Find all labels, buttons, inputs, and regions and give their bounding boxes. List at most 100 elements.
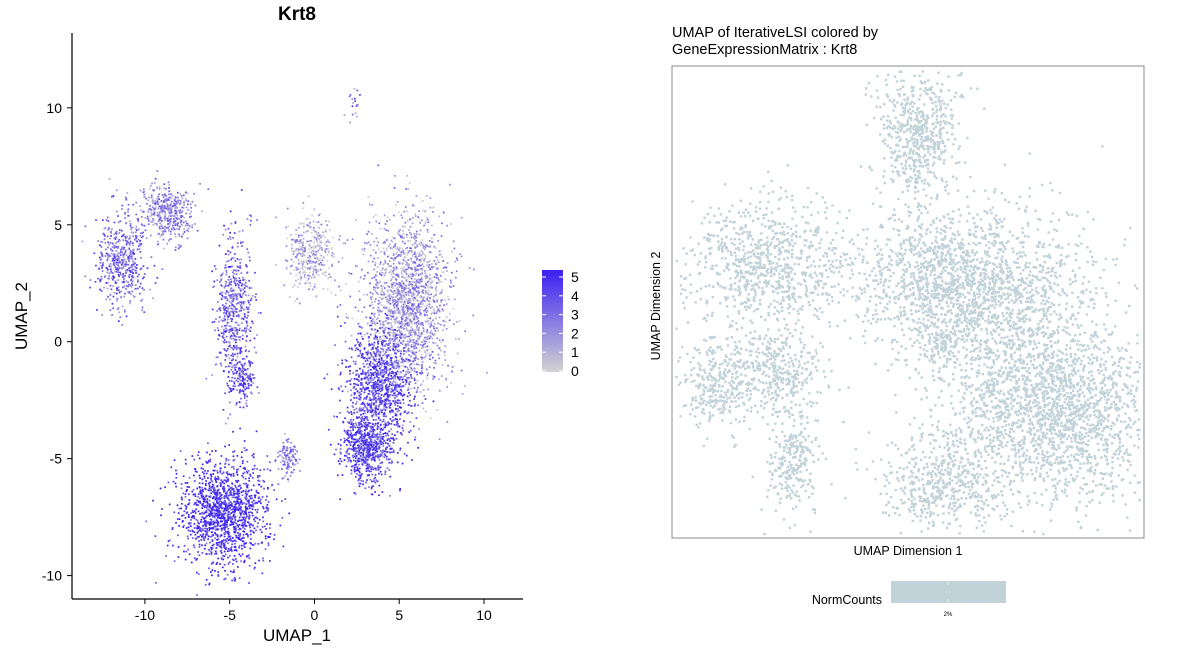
left-point [125,198,128,201]
left-point [384,260,387,262]
left-point [217,573,220,576]
left-point [379,227,382,230]
left-point [426,338,429,340]
left-point [398,234,401,236]
left-point [185,512,188,514]
left-point [115,236,117,239]
left-point [132,203,135,206]
left-point [211,485,214,488]
left-point [248,582,250,584]
left-point [234,578,237,581]
left-point [436,276,438,279]
left-point [233,339,236,341]
left-point [432,325,435,328]
left-point [392,259,395,262]
left-point [296,247,299,250]
left-point [223,285,226,288]
left-point [216,502,219,505]
left-point [227,227,230,230]
left-point [402,303,405,306]
left-point [239,279,242,282]
left-point [226,471,229,473]
left-point [114,257,117,259]
left-point [412,290,415,292]
left-point [135,231,137,234]
left-point [141,224,144,227]
left-point [178,246,181,248]
left-point [231,550,233,552]
left-point [324,230,327,233]
left-point [256,468,258,470]
left-point [223,523,226,526]
left-point [415,351,417,354]
left-point [411,303,413,305]
left-point [414,436,417,438]
left-point [429,206,432,209]
left-point [219,545,222,548]
left-point [303,266,306,269]
left-point [436,344,439,347]
left-point [314,265,317,268]
left-point [312,235,315,238]
left-point [209,536,212,538]
left-point [377,311,380,314]
left-point [249,530,252,533]
left-point [418,233,421,236]
left-point [204,536,207,539]
left-point [327,239,329,241]
left-point [426,218,429,221]
left-point [194,223,196,225]
left-point [407,360,409,363]
left-point [220,541,223,544]
left-point [233,347,236,349]
left-point [110,288,113,291]
left-point [432,319,434,322]
left-point [319,244,321,247]
left-point [298,302,301,305]
left-point [434,329,437,332]
left-point [394,296,397,298]
left-point [223,339,226,341]
left-point [239,465,242,468]
left-point [425,352,428,355]
left-point [396,307,399,309]
left-point [376,244,379,247]
left-point [436,274,439,277]
left-point [201,210,203,213]
left-point [364,274,366,277]
left-point [141,277,144,280]
left-point [302,247,305,249]
left-point [363,277,365,280]
left-point [315,232,318,235]
left-point [151,182,153,185]
left-point [226,496,229,499]
left-point [394,399,396,401]
left-point [388,339,390,342]
left-point [227,507,230,510]
left-point [213,487,216,489]
left-point [420,275,423,278]
left-point [304,254,306,257]
left-point [377,241,379,244]
left-point [225,459,227,462]
left-point [394,355,397,358]
left-point [239,262,242,264]
left-point [228,380,231,382]
left-point [285,226,287,229]
left-point [388,321,390,324]
left-point [437,329,439,332]
left-point [129,253,131,255]
left-point [436,305,438,308]
left-point [323,256,325,258]
left-point [219,541,221,543]
left-point [209,527,212,529]
left-point [257,476,259,479]
left-point [321,259,324,262]
left-point [100,258,103,260]
left-point [234,496,237,499]
left-point [206,498,209,501]
left-point [373,344,375,347]
left-point [242,378,244,380]
left-point [213,491,215,494]
left-point [224,541,227,544]
